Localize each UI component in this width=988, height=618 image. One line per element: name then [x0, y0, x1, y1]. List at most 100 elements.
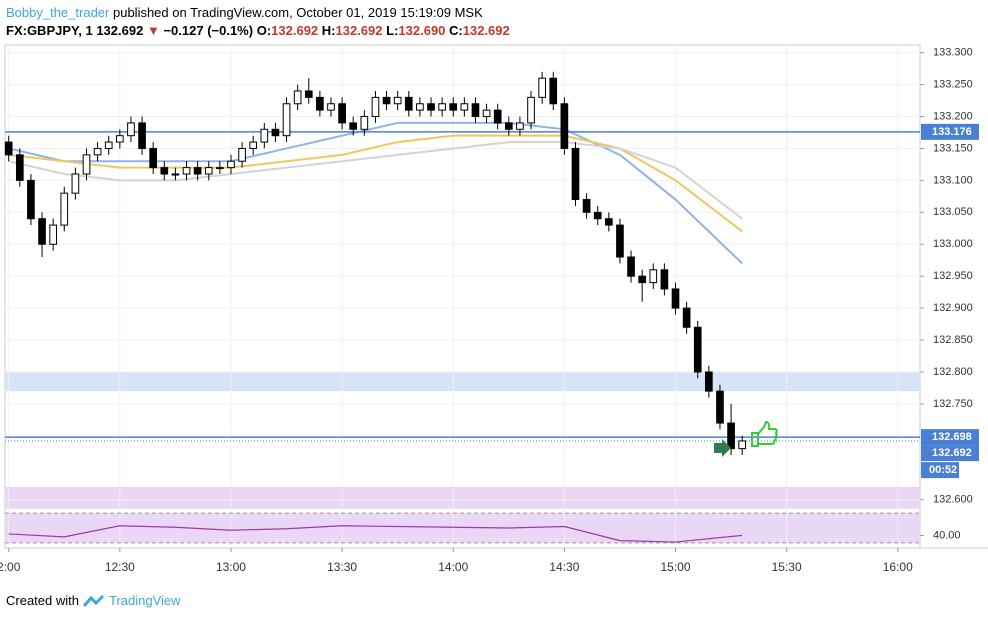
candle-body [104, 141, 113, 149]
countdown: 00:52 [929, 464, 957, 476]
moving-average [8, 134, 743, 233]
y-tick-label: 133.250 [933, 79, 973, 91]
candle-body [193, 167, 202, 175]
candle-body [282, 103, 291, 137]
candle-body [460, 103, 469, 111]
candle-body [516, 122, 524, 130]
brand[interactable]: TradingView [108, 593, 181, 608]
x-tick-label: 15:30 [772, 560, 802, 574]
candle-body [160, 167, 169, 175]
l-label: L: [386, 23, 399, 38]
y-tick-label: 132.750 [933, 398, 973, 410]
chart: 133.300 133.250 133.200 133.150 133.100 133.0… [0, 44, 988, 574]
change-arrow: ▼ [146, 23, 160, 38]
rsi-line [8, 525, 743, 543]
candle-body [182, 167, 191, 175]
y-tick-label: 132.950 [933, 270, 973, 282]
thumbs-up [751, 420, 778, 447]
candle-body [371, 96, 380, 118]
candle-body [249, 141, 258, 149]
moving-average [8, 121, 743, 265]
logo-mark [82, 594, 105, 607]
author[interactable]: Bobby_the_trader [6, 5, 110, 20]
x-tick-label: 14:00 [438, 560, 468, 574]
candle-body [360, 116, 369, 130]
candle-body [204, 167, 213, 175]
candle-body [27, 179, 35, 220]
candle-body [171, 173, 180, 176]
zone [5, 486, 920, 508]
candle-body [682, 307, 691, 328]
h-label: H: [321, 23, 336, 38]
y-tick-label: 133.000 [933, 238, 973, 250]
candle-body [138, 122, 146, 149]
symbol-line: FX:GBPJPY, 1 132.692 ▼ −0.127 (−0.1%) O:… [6, 23, 510, 38]
candle-body [604, 218, 613, 226]
candle-body [216, 167, 224, 170]
y-tick-label: 133.300 [933, 47, 973, 59]
c-value: 132.692 [462, 23, 510, 38]
candle-body [93, 147, 102, 156]
price-label: 133.176 [932, 126, 972, 138]
candle-body [327, 103, 335, 111]
candle-body [4, 141, 13, 156]
candle-body [538, 77, 546, 98]
candle-body [338, 103, 346, 124]
candle-body [116, 135, 124, 143]
x-tick-label: 12:30 [105, 560, 135, 574]
footer: Created with TradingView [6, 593, 181, 608]
logo [82, 594, 105, 607]
moving-averages [8, 121, 743, 265]
candle-body [293, 90, 302, 105]
h-value: 132.692 [335, 23, 383, 38]
candle-body [38, 218, 46, 245]
candle-body [471, 103, 480, 118]
candle-body [593, 211, 602, 220]
symbol: FX:GBPJPY, 1 [6, 23, 93, 38]
price-label-box [921, 123, 979, 140]
candle-body [438, 103, 446, 111]
moving-average [8, 141, 743, 220]
zone [5, 371, 920, 392]
y-tick-label: 132.800 [933, 366, 973, 378]
candle-body [716, 390, 724, 424]
candle-body [15, 154, 24, 181]
candles [4, 71, 747, 455]
x-tick-label: 2:00 [0, 560, 21, 574]
y-tick-label: 132.850 [933, 334, 973, 346]
candle-body [493, 109, 502, 124]
candle-body [504, 122, 513, 130]
candle-body [616, 224, 624, 258]
x-tick-label: 14:30 [549, 560, 579, 574]
x-tick-label: 16:00 [883, 560, 913, 574]
y-tick-label: 40.00 [933, 529, 961, 541]
candle-body [393, 96, 402, 105]
arrow-icon [714, 439, 731, 457]
x-tick-label: 13:30 [327, 560, 357, 574]
y-tick-label: 133.150 [933, 142, 973, 154]
header-line: Bobby_the_trader published on TradingVie… [6, 5, 483, 20]
candle-body [149, 147, 158, 169]
candle-body [671, 288, 680, 309]
candle-body [227, 160, 235, 169]
grid [5, 45, 920, 548]
candle-body [260, 128, 269, 143]
candle-body [316, 96, 324, 111]
candle-body [627, 256, 635, 277]
candle-body [649, 269, 658, 284]
candle-body [60, 192, 69, 226]
y-tick-label: 133.100 [933, 174, 973, 186]
thumbs-icon [751, 420, 778, 447]
candle-body [427, 103, 435, 111]
candle-body [49, 224, 57, 245]
candle-body [482, 109, 491, 118]
candle-body [738, 440, 747, 450]
y-tick-label: 133.200 [933, 110, 973, 122]
price-lines [5, 131, 920, 442]
candle-body [549, 77, 558, 105]
c-label: C: [449, 23, 463, 38]
x-tick-label: 13:00 [216, 560, 246, 574]
countdown-box [921, 462, 959, 479]
candle-body [638, 275, 646, 284]
created-with: Created with [6, 593, 79, 608]
